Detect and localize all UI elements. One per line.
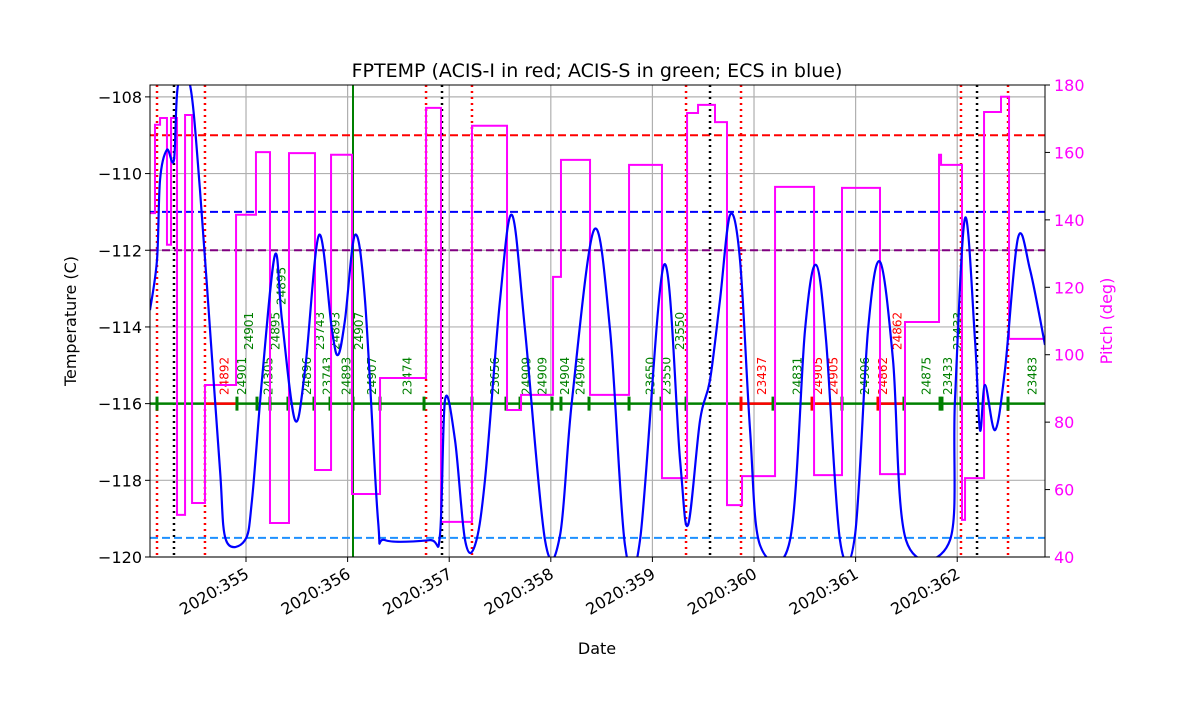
y2-tick-label: 180 — [1054, 76, 1085, 95]
y2-tick-label: 100 — [1054, 346, 1085, 365]
y2-tick-label: 80 — [1054, 413, 1074, 432]
y-tick-label: −120 — [98, 548, 142, 567]
obsid-label: 23743 — [313, 312, 327, 350]
y-tick-label: −110 — [98, 165, 142, 184]
obsid-label: 24862 — [876, 357, 890, 395]
obsid-label: 23437 — [755, 357, 769, 395]
y2-axis-label: Pitch (deg) — [1097, 278, 1116, 365]
obsid-label: 23650 — [643, 357, 657, 395]
obsid-label: 23550 — [673, 312, 687, 350]
obsid-label: 23550 — [660, 357, 674, 395]
x-axis-label: Date — [578, 639, 616, 658]
y-axis-label: Temperature (C) — [61, 256, 80, 387]
obsid-label: 24907 — [352, 312, 366, 350]
y2-tick-label: 160 — [1054, 143, 1085, 162]
obsid-label: 23656 — [488, 357, 502, 395]
obsid-label: 24893 — [340, 357, 354, 395]
temperature-line — [150, 85, 1045, 557]
obsid-label: 23743 — [320, 357, 334, 395]
obsid-label: 24875 — [920, 357, 934, 395]
obsid-label: 24901 — [242, 312, 256, 350]
obsid-label: 24895 — [275, 267, 289, 305]
y2-tick-label: 60 — [1054, 481, 1074, 500]
obsid-label: 24305 — [261, 357, 275, 395]
obsid-label: 24901 — [235, 357, 249, 395]
obsid-label: 24904 — [573, 357, 587, 395]
y-tick-label: −112 — [98, 241, 142, 260]
y2-tick-label: 140 — [1054, 211, 1085, 230]
y-tick-label: −116 — [98, 395, 142, 414]
obsid-label: 23483 — [1025, 357, 1039, 395]
obsid-label: 24895 — [268, 312, 282, 350]
y-tick-label: −118 — [98, 471, 142, 490]
y-tick-label: −114 — [98, 318, 142, 337]
obsid-label: 23433 — [941, 357, 955, 395]
plot-frame — [149, 84, 1046, 558]
obsid-label: 24862 — [890, 312, 904, 350]
obsid-label: 24904 — [558, 357, 572, 395]
pitch-line — [150, 95, 1045, 524]
y2-tick-label: 40 — [1054, 548, 1074, 567]
y-tick-label: −108 — [98, 88, 142, 107]
obsid-label: 24909 — [536, 357, 550, 395]
obsid-label: 23474 — [401, 357, 415, 395]
obsid-label: 24892 — [218, 357, 232, 395]
obsid-label: 24907 — [365, 357, 379, 395]
y2-tick-label: 120 — [1054, 278, 1085, 297]
chart-title: FPTEMP (ACIS-I in red; ACIS-S in green; … — [352, 60, 843, 82]
